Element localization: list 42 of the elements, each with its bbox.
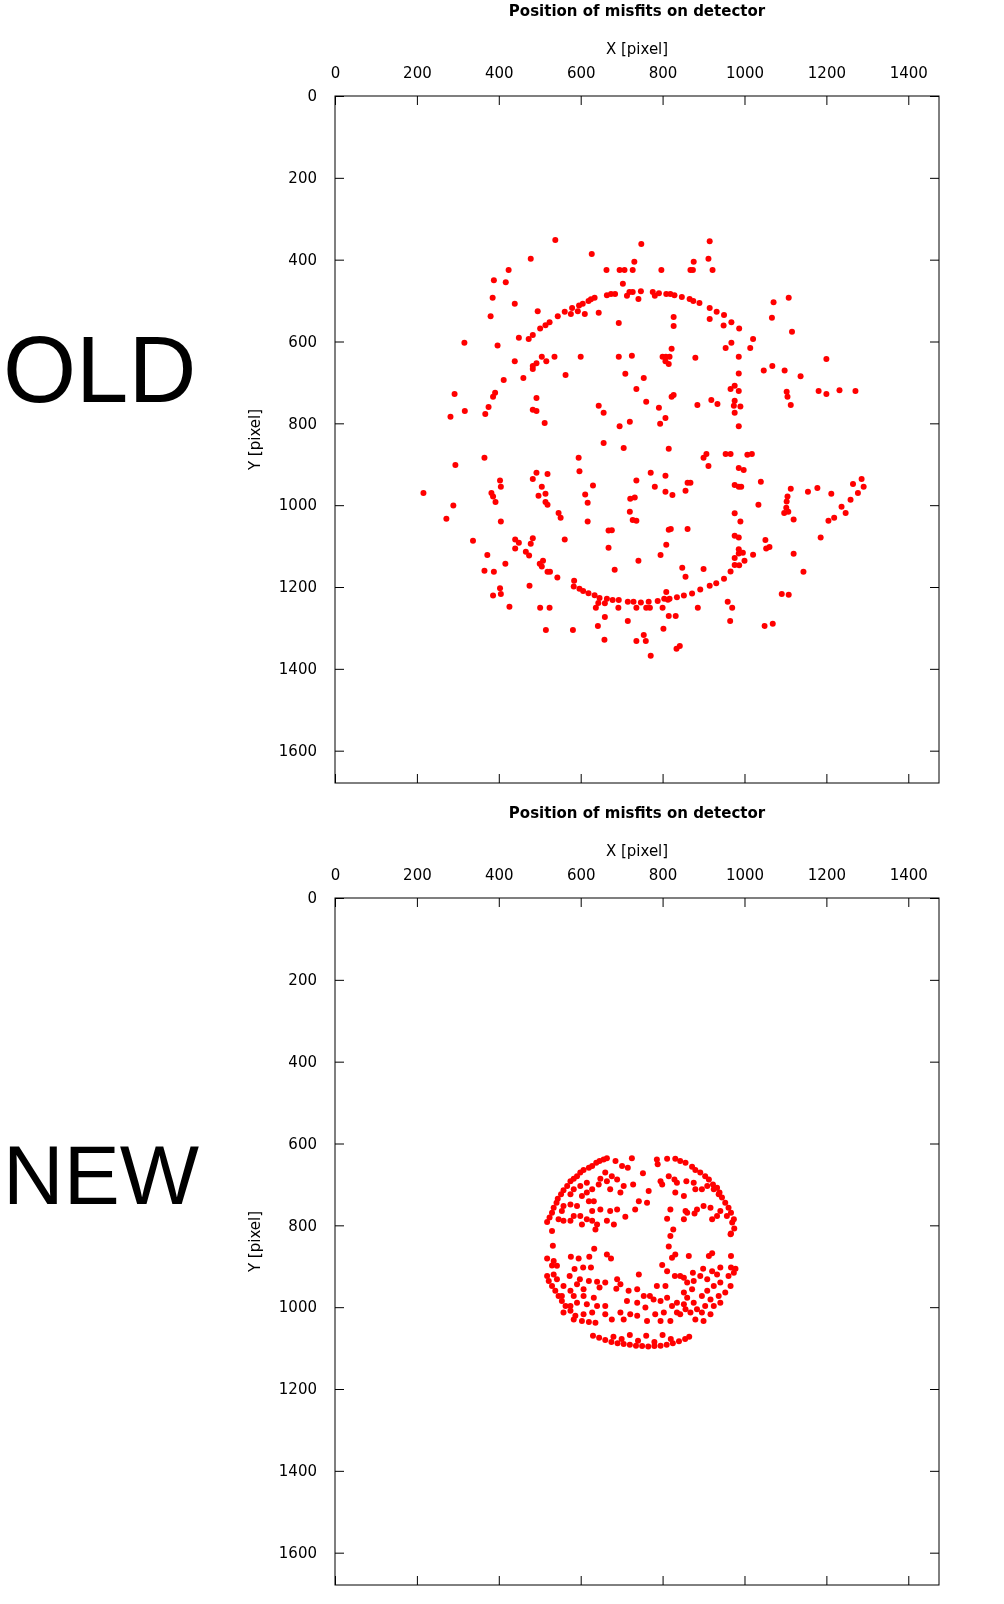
x-tick-label: 800 (648, 64, 678, 82)
y-tick-label: 1000 (278, 496, 317, 515)
x-tick-label: 1200 (807, 64, 846, 82)
y-tick-label: 1400 (278, 660, 317, 679)
x-tick-label: 0 (330, 866, 341, 884)
y-tick-label: 200 (288, 169, 317, 188)
x-tick-label: 200 (403, 64, 432, 82)
x-tick-label: 1400 (889, 64, 928, 82)
y-tick-label: 200 (288, 971, 317, 990)
y-tick-label: 1400 (278, 1462, 317, 1481)
y-tick-label: 1200 (278, 578, 317, 597)
y-tick-label: 1600 (278, 1543, 317, 1562)
x-tick-label: 1000 (725, 866, 765, 884)
x-tick-label: 0 (330, 64, 341, 82)
x-tick-label: 200 (403, 866, 432, 884)
y-tick-label: 400 (288, 250, 317, 269)
y-tick-label: 600 (288, 332, 317, 351)
y-tick-label: 1200 (278, 1380, 317, 1399)
chart-title: Position of misfits on detector (508, 2, 766, 20)
x-axis-title: X [pixel] (605, 40, 669, 58)
text: OLD (3, 317, 197, 422)
y-tick-label: 0 (307, 889, 317, 908)
y-tick-label: 1600 (278, 741, 317, 760)
x-tick-label: 1400 (889, 866, 928, 884)
y-tick-label: 0 (307, 87, 317, 106)
chart-title: Position of misfits on detector (508, 804, 766, 822)
x-tick-label: 600 (566, 866, 596, 884)
y-tick-label: 800 (288, 1216, 317, 1235)
text: NEW (3, 1128, 199, 1222)
x-axis-title: X [pixel] (605, 842, 669, 860)
x-tick-label: 400 (484, 866, 514, 884)
y-tick-label: 1000 (278, 1298, 317, 1317)
x-tick-label: 400 (484, 64, 514, 82)
y-axis-title: Y [pixel] (246, 1210, 264, 1274)
y-axis-title: Y [pixel] (246, 408, 264, 472)
y-tick-label: 600 (288, 1134, 317, 1153)
y-tick-label: 400 (288, 1052, 317, 1071)
x-tick-label: 1200 (807, 866, 846, 884)
x-tick-label: 800 (648, 866, 678, 884)
y-tick-label: 800 (288, 414, 317, 433)
x-tick-label: 600 (566, 64, 596, 82)
x-tick-label: 1000 (725, 64, 765, 82)
